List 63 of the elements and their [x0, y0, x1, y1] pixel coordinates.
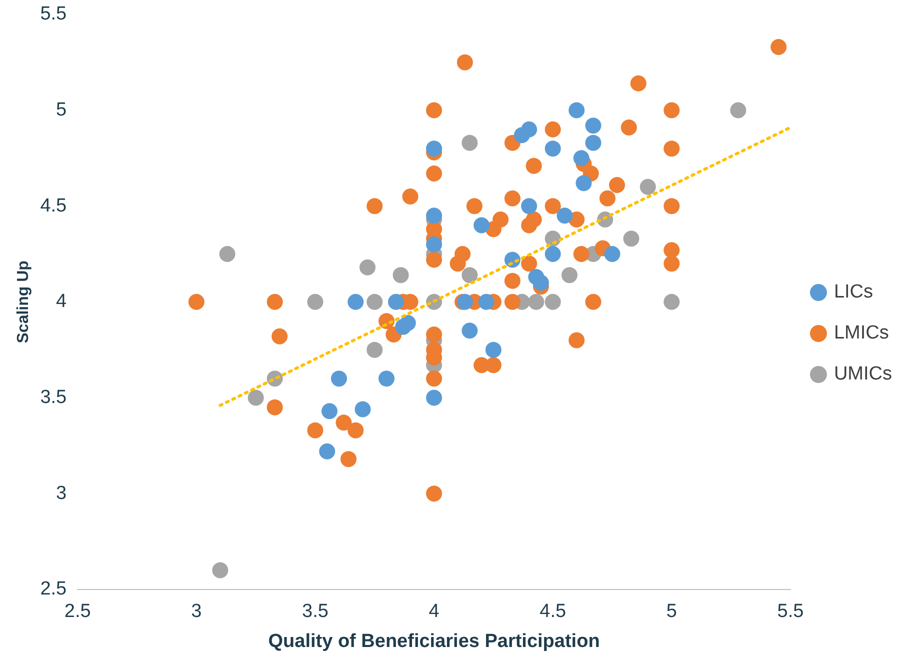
x-axis-title: Quality of Beneficiaries Participation — [268, 630, 600, 652]
y-tick-label: 2.5 — [40, 578, 67, 600]
point — [426, 140, 442, 157]
point — [366, 342, 383, 358]
point — [392, 267, 409, 284]
x-tick-label: 4 — [428, 601, 440, 622]
point — [219, 246, 236, 262]
x-tick-label: 4.5 — [540, 601, 566, 622]
legend-label: UMICs — [834, 364, 892, 385]
point — [330, 370, 347, 387]
point — [528, 294, 544, 310]
point — [585, 118, 602, 134]
y-tick-label: 3.5 — [40, 386, 67, 408]
y-tick-label: 4 — [56, 291, 68, 312]
point — [556, 208, 573, 224]
point — [544, 294, 561, 310]
point — [576, 175, 592, 192]
point — [664, 294, 680, 310]
y-tick-label: 5.5 — [40, 4, 67, 25]
point — [319, 443, 336, 460]
point — [462, 134, 478, 151]
y-tick-label: 5 — [56, 99, 67, 120]
point — [426, 236, 442, 252]
point — [604, 246, 620, 262]
point — [354, 401, 371, 418]
point — [321, 403, 338, 420]
point — [474, 217, 490, 234]
point — [585, 134, 602, 151]
point — [426, 208, 442, 224]
legend-label: LICs — [834, 282, 874, 303]
point — [366, 294, 383, 310]
point — [485, 342, 502, 358]
point — [462, 267, 478, 284]
point — [544, 140, 561, 157]
point — [212, 562, 228, 578]
point — [478, 294, 494, 310]
point — [544, 246, 561, 262]
point — [248, 390, 264, 406]
point — [561, 267, 578, 284]
point — [462, 322, 478, 339]
point — [640, 178, 656, 195]
y-tick-label: 4.5 — [40, 195, 67, 216]
point — [426, 390, 442, 406]
point — [521, 121, 538, 138]
x-tick-label: 5 — [666, 601, 677, 622]
y-tick-label: 3 — [56, 482, 67, 504]
point — [388, 294, 404, 310]
point — [730, 102, 746, 118]
point — [573, 150, 590, 166]
point — [360, 259, 376, 276]
point — [623, 230, 640, 247]
x-tick-label: 3.5 — [302, 601, 328, 622]
point — [348, 294, 364, 310]
y-axis-title: Scaling Up — [15, 260, 32, 344]
point — [521, 198, 538, 214]
point — [568, 102, 585, 118]
x-tick-label: 5.5 — [777, 601, 804, 622]
point — [378, 370, 395, 387]
point — [307, 294, 324, 310]
point — [532, 274, 549, 291]
x-tick-label: 3 — [191, 601, 202, 622]
legend-label: LMICs — [834, 322, 889, 344]
point — [400, 314, 416, 331]
